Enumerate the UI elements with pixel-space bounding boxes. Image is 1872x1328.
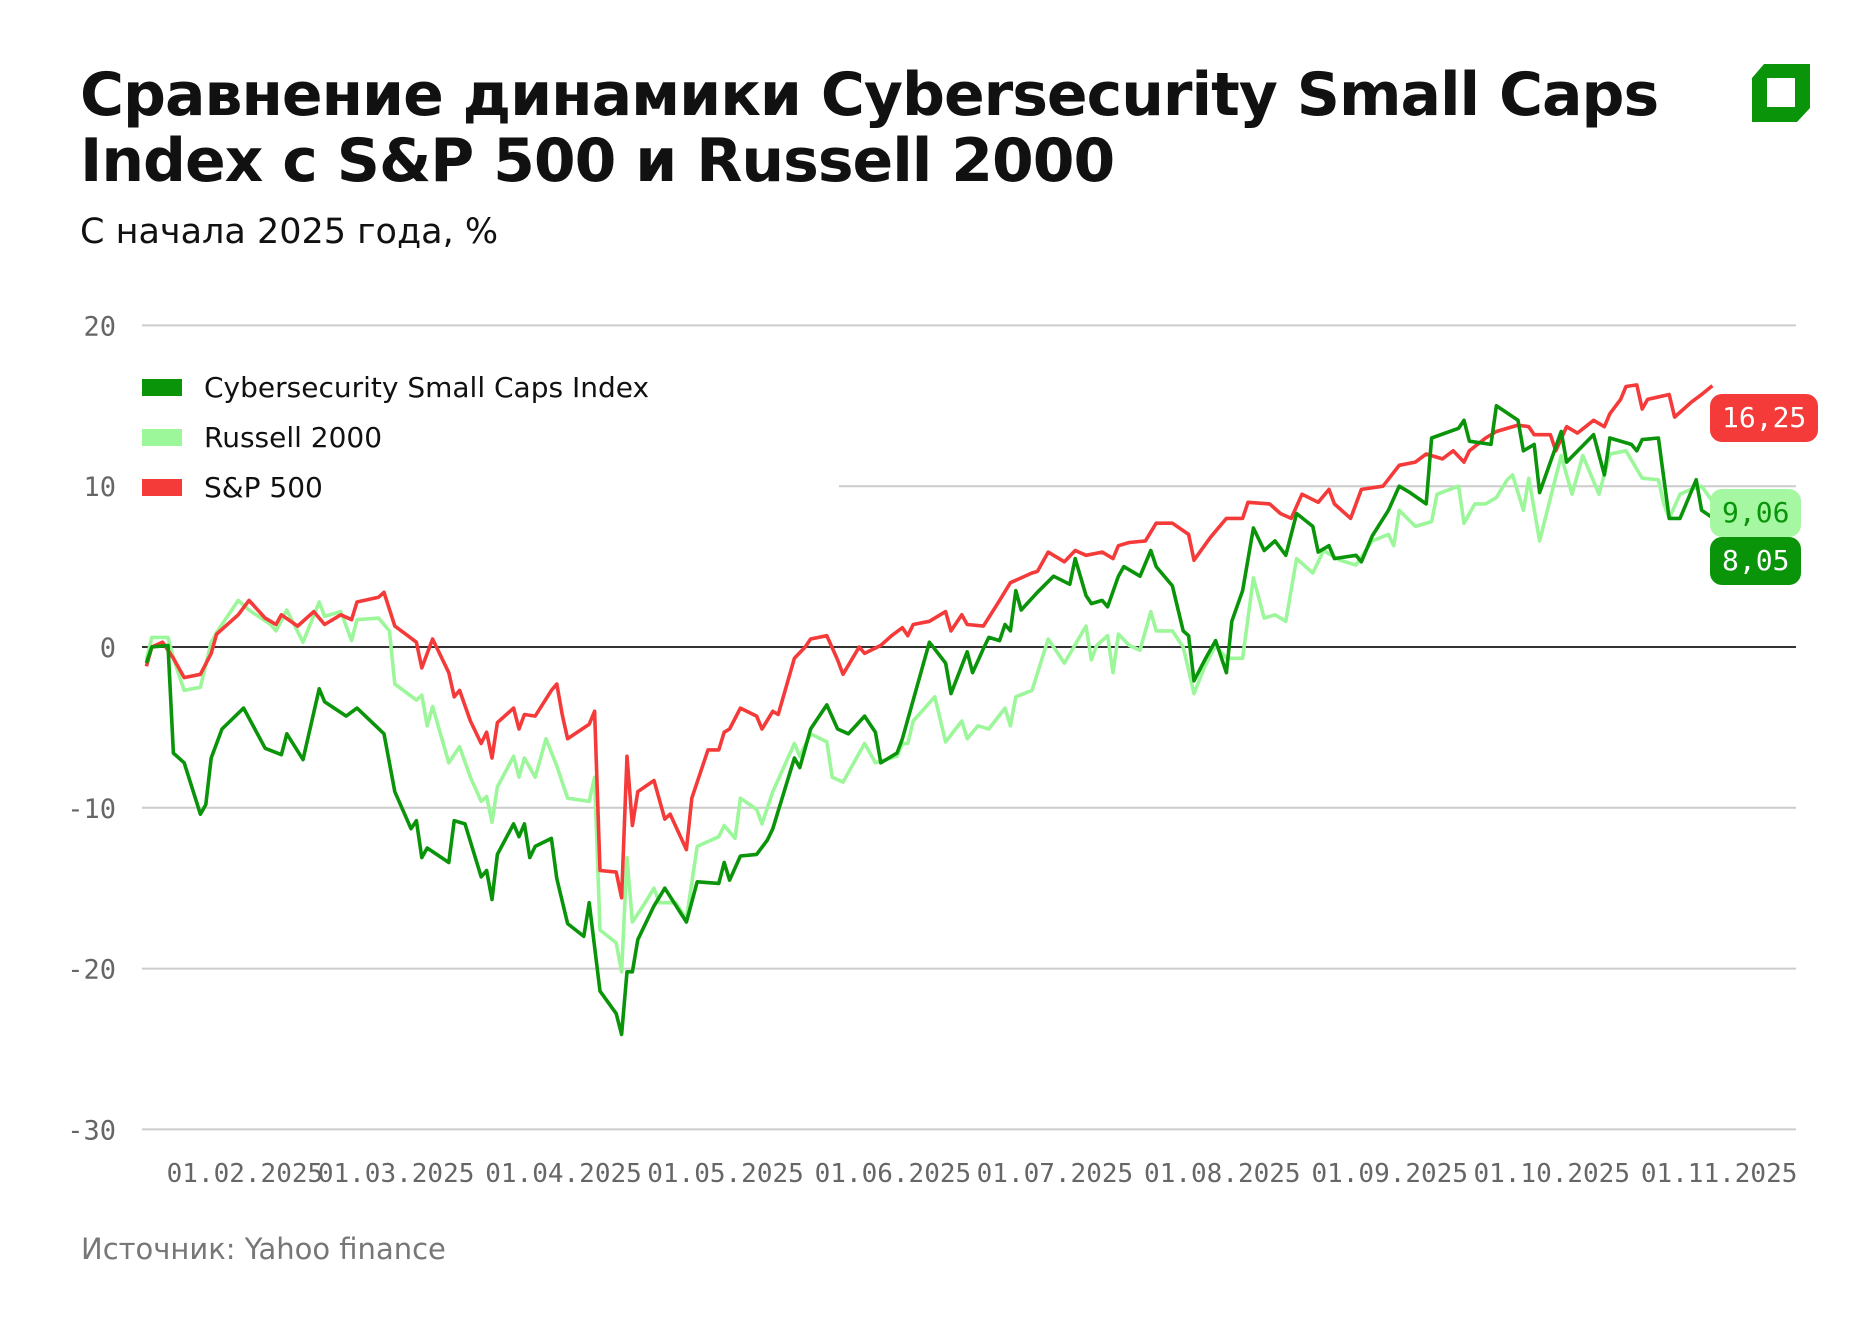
series-line-russell <box>144 448 1714 974</box>
y-tick-label: 10 <box>83 472 116 503</box>
x-tick-label: 01.05.2025 <box>647 1159 804 1189</box>
x-tick-label: 01.03.2025 <box>318 1159 475 1189</box>
legend-swatch-cyber <box>142 378 182 396</box>
end-label-cyber: 8,05 <box>1710 537 1802 585</box>
y-tick-label: -10 <box>67 794 116 825</box>
x-tick-label: 01.02.2025 <box>167 1159 324 1189</box>
source-note: Источник: Yahoo finance <box>81 1232 446 1266</box>
legend-item-cyber: Cybersecurity Small Caps Index <box>142 362 649 412</box>
legend-item-russell: Russell 2000 <box>142 412 649 462</box>
y-tick-label: -20 <box>67 955 116 986</box>
legend-item-sp500: S&P 500 <box>142 462 649 512</box>
series-line-sp500 <box>144 383 1714 900</box>
legend-label: S&P 500 <box>204 470 323 504</box>
y-tick-label: -30 <box>67 1115 116 1146</box>
series-line-cyber <box>144 403 1714 1037</box>
chart-title: Сравнение динамики Cybersecurity Small C… <box>80 60 1659 196</box>
x-tick-label: 01.06.2025 <box>815 1159 972 1189</box>
legend-label: Cybersecurity Small Caps Index <box>204 370 650 404</box>
x-tick-label: 01.09.2025 <box>1311 1159 1468 1189</box>
y-tick-label: 0 <box>100 633 116 664</box>
x-tick-label: 01.04.2025 <box>485 1159 642 1189</box>
end-label-sp500: 16,25 <box>1710 394 1819 442</box>
chart-subtitle: С начала 2025 года, % <box>80 212 499 252</box>
y-tick-label: 20 <box>83 311 116 342</box>
green-square-logo-icon <box>1752 64 1810 122</box>
x-tick-label: 01.11.2025 <box>1641 1159 1798 1189</box>
end-label-russell: 9,06 <box>1710 489 1802 537</box>
legend-label: Russell 2000 <box>204 420 383 454</box>
legend: Cybersecurity Small Caps Index Russell 2… <box>142 362 649 512</box>
x-tick-label: 01.10.2025 <box>1473 1159 1630 1189</box>
x-tick-label: 01.08.2025 <box>1144 1159 1301 1189</box>
legend-swatch-sp500 <box>142 478 182 496</box>
x-tick-label: 01.07.2025 <box>977 1159 1134 1189</box>
legend-swatch-russell <box>142 428 182 446</box>
